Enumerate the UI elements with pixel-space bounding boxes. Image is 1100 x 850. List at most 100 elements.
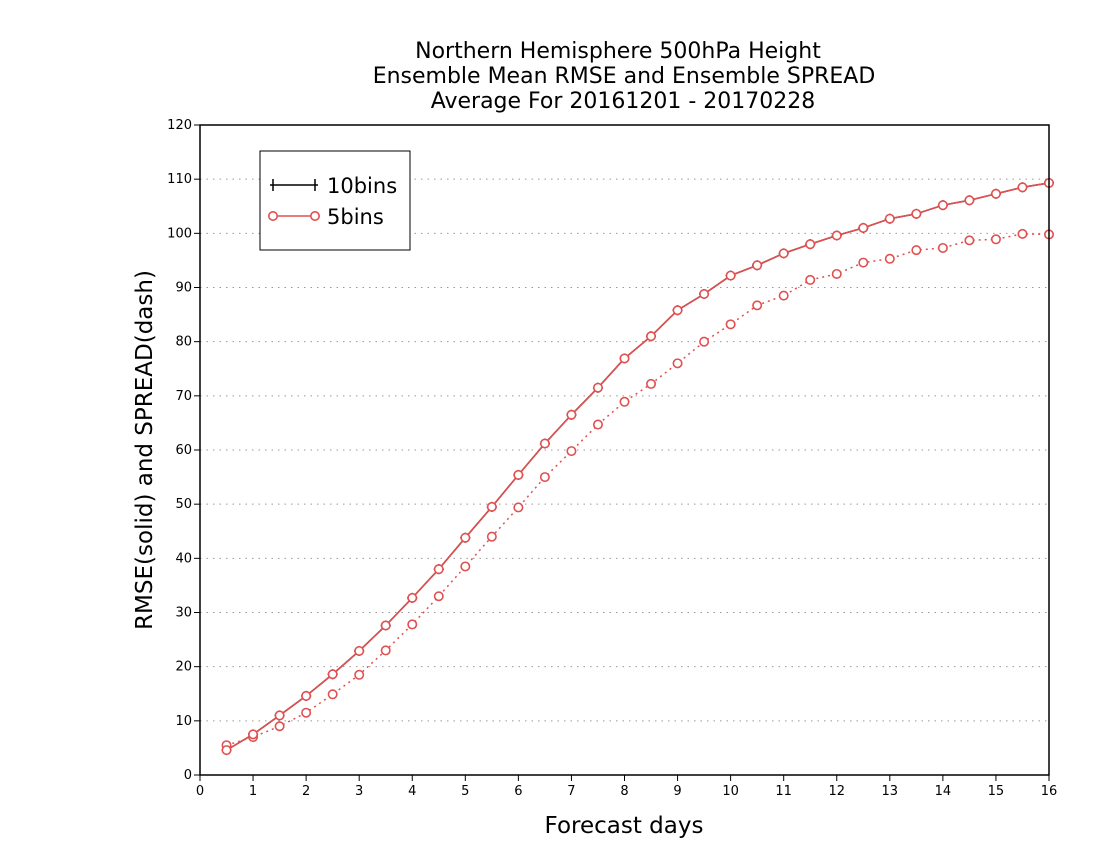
- data-point-5bins-rmse: [884, 213, 895, 224]
- data-point-5bins-spread: [752, 300, 763, 311]
- x-axis-label: Forecast days: [545, 813, 704, 839]
- data-point-5bins-rmse: [248, 729, 259, 740]
- y-tick-label: 40: [175, 551, 192, 566]
- data-point-5bins-rmse: [699, 288, 710, 299]
- y-axis: 0 10 20 30 40 50 60 70 80 90 100 110 120: [167, 118, 200, 783]
- data-point-5bins-spread: [592, 419, 603, 430]
- data-point-5bins-spread: [725, 319, 736, 330]
- chart-title: Northern Hemisphere 500hPa Height Ensemb…: [373, 39, 876, 114]
- y-tick-label: 0: [184, 768, 192, 783]
- y-tick-label: 80: [175, 335, 192, 350]
- data-point-5bins-spread: [699, 336, 710, 347]
- chart-title-line-2: Ensemble Mean RMSE and Ensemble SPREAD: [373, 64, 876, 89]
- data-point-5bins-spread: [805, 274, 816, 285]
- x-tick-label: 5: [461, 784, 469, 799]
- x-tick-label: 14: [935, 784, 952, 799]
- data-point-5bins-rmse: [354, 645, 365, 656]
- data-point-5bins-spread: [407, 619, 418, 630]
- x-tick-label: 10: [722, 784, 739, 799]
- x-tick-label: 8: [620, 784, 628, 799]
- data-point-5bins-spread: [433, 591, 444, 602]
- data-point-5bins-spread: [513, 502, 524, 513]
- data-point-5bins-rmse: [672, 305, 683, 316]
- data-point-5bins-spread: [884, 253, 895, 264]
- x-tick-label: 1: [249, 784, 257, 799]
- x-tick-label: 3: [355, 784, 363, 799]
- data-point-5bins-rmse: [380, 620, 391, 631]
- data-point-5bins-rmse: [566, 409, 577, 420]
- x-tick-label: 13: [882, 784, 899, 799]
- legend-items: 10bins 5bins: [267, 174, 397, 229]
- data-point-5bins-rmse: [646, 331, 657, 342]
- y-tick-label: 110: [167, 172, 192, 187]
- y-tick-label: 70: [175, 389, 192, 404]
- data-point-5bins-spread: [964, 235, 975, 246]
- data-point-5bins-spread: [831, 268, 842, 279]
- data-point-5bins-rmse: [327, 669, 338, 680]
- data-point-5bins-rmse: [990, 188, 1001, 199]
- data-point-5bins-rmse: [752, 260, 763, 271]
- data-point-5bins-rmse: [805, 239, 816, 250]
- data-point-5bins-rmse: [433, 564, 444, 575]
- data-point-5bins-spread: [274, 721, 285, 732]
- data-point-5bins-rmse: [407, 592, 418, 603]
- y-tick-label: 20: [175, 660, 192, 675]
- grid: [200, 178, 1049, 722]
- data-point-5bins-spread: [327, 689, 338, 700]
- data-point-5bins-spread: [619, 396, 630, 407]
- y-tick-label: 10: [175, 714, 192, 729]
- data-point-5bins-rmse: [778, 248, 789, 259]
- x-tick-label: 2: [302, 784, 310, 799]
- x-tick-label: 16: [1041, 784, 1058, 799]
- y-tick-label: 30: [175, 606, 192, 621]
- data-point-5bins-spread: [1017, 228, 1028, 239]
- x-tick-label: 6: [514, 784, 522, 799]
- data-point-5bins-rmse: [911, 208, 922, 219]
- data-point-5bins-spread: [539, 472, 550, 483]
- legend-swatch-marker: [267, 211, 278, 222]
- data-point-5bins-spread: [990, 234, 1001, 245]
- data-point-5bins-spread: [937, 242, 948, 253]
- data-point-5bins-spread: [380, 645, 391, 656]
- data-point-5bins-rmse: [592, 382, 603, 393]
- x-tick-label: 7: [567, 784, 575, 799]
- data-point-5bins-spread: [672, 358, 683, 369]
- x-tick-label: 0: [196, 784, 204, 799]
- data-point-5bins-rmse: [274, 710, 285, 721]
- data-point-5bins-rmse: [619, 353, 630, 364]
- data-point-5bins-rmse: [725, 270, 736, 281]
- legend-label: 5bins: [327, 205, 384, 229]
- chart-title-line-3: Average For 20161201 - 20170228: [431, 89, 816, 114]
- x-tick-label: 9: [673, 784, 681, 799]
- data-point-5bins-rmse: [937, 200, 948, 211]
- x-tick-label: 11: [775, 784, 792, 799]
- series-line-5bins-rmse: [226, 182, 1050, 751]
- legend: 10bins 5bins: [259, 150, 411, 251]
- x-tick-label: 12: [828, 784, 845, 799]
- data-point-5bins-spread: [566, 446, 577, 457]
- chart-title-line-1: Northern Hemisphere 500hPa Height: [415, 39, 821, 64]
- series-layer: [221, 177, 1055, 756]
- legend-box: [259, 150, 411, 251]
- series-line-10bins: [226, 182, 1050, 751]
- x-tick-label: 15: [988, 784, 1005, 799]
- data-point-5bins-spread: [301, 707, 312, 718]
- data-point-5bins-spread: [460, 561, 471, 572]
- x-tick-label: 4: [408, 784, 416, 799]
- x-axis: 0 1 2 3 4 5 6 7 8 9 10 11 12 13 14 15 16: [196, 775, 1057, 799]
- data-point-5bins-rmse: [858, 222, 869, 233]
- data-point-5bins-rmse: [964, 195, 975, 206]
- series-line-5bins-spread: [226, 233, 1050, 746]
- legend-item-5bins: 5bins: [267, 205, 384, 229]
- data-point-5bins-rmse: [831, 230, 842, 241]
- y-tick-label: 90: [175, 281, 192, 296]
- y-tick-label: 100: [167, 226, 192, 241]
- data-point-5bins-rmse: [486, 501, 497, 512]
- legend-swatch-marker: [309, 211, 320, 222]
- data-point-5bins-rmse: [513, 469, 524, 480]
- data-point-5bins-rmse: [221, 745, 232, 756]
- legend-item-10bins: 10bins: [270, 174, 397, 198]
- data-point-5bins-rmse: [301, 690, 312, 701]
- y-tick-label: 60: [175, 443, 192, 458]
- y-tick-label: 120: [167, 118, 192, 133]
